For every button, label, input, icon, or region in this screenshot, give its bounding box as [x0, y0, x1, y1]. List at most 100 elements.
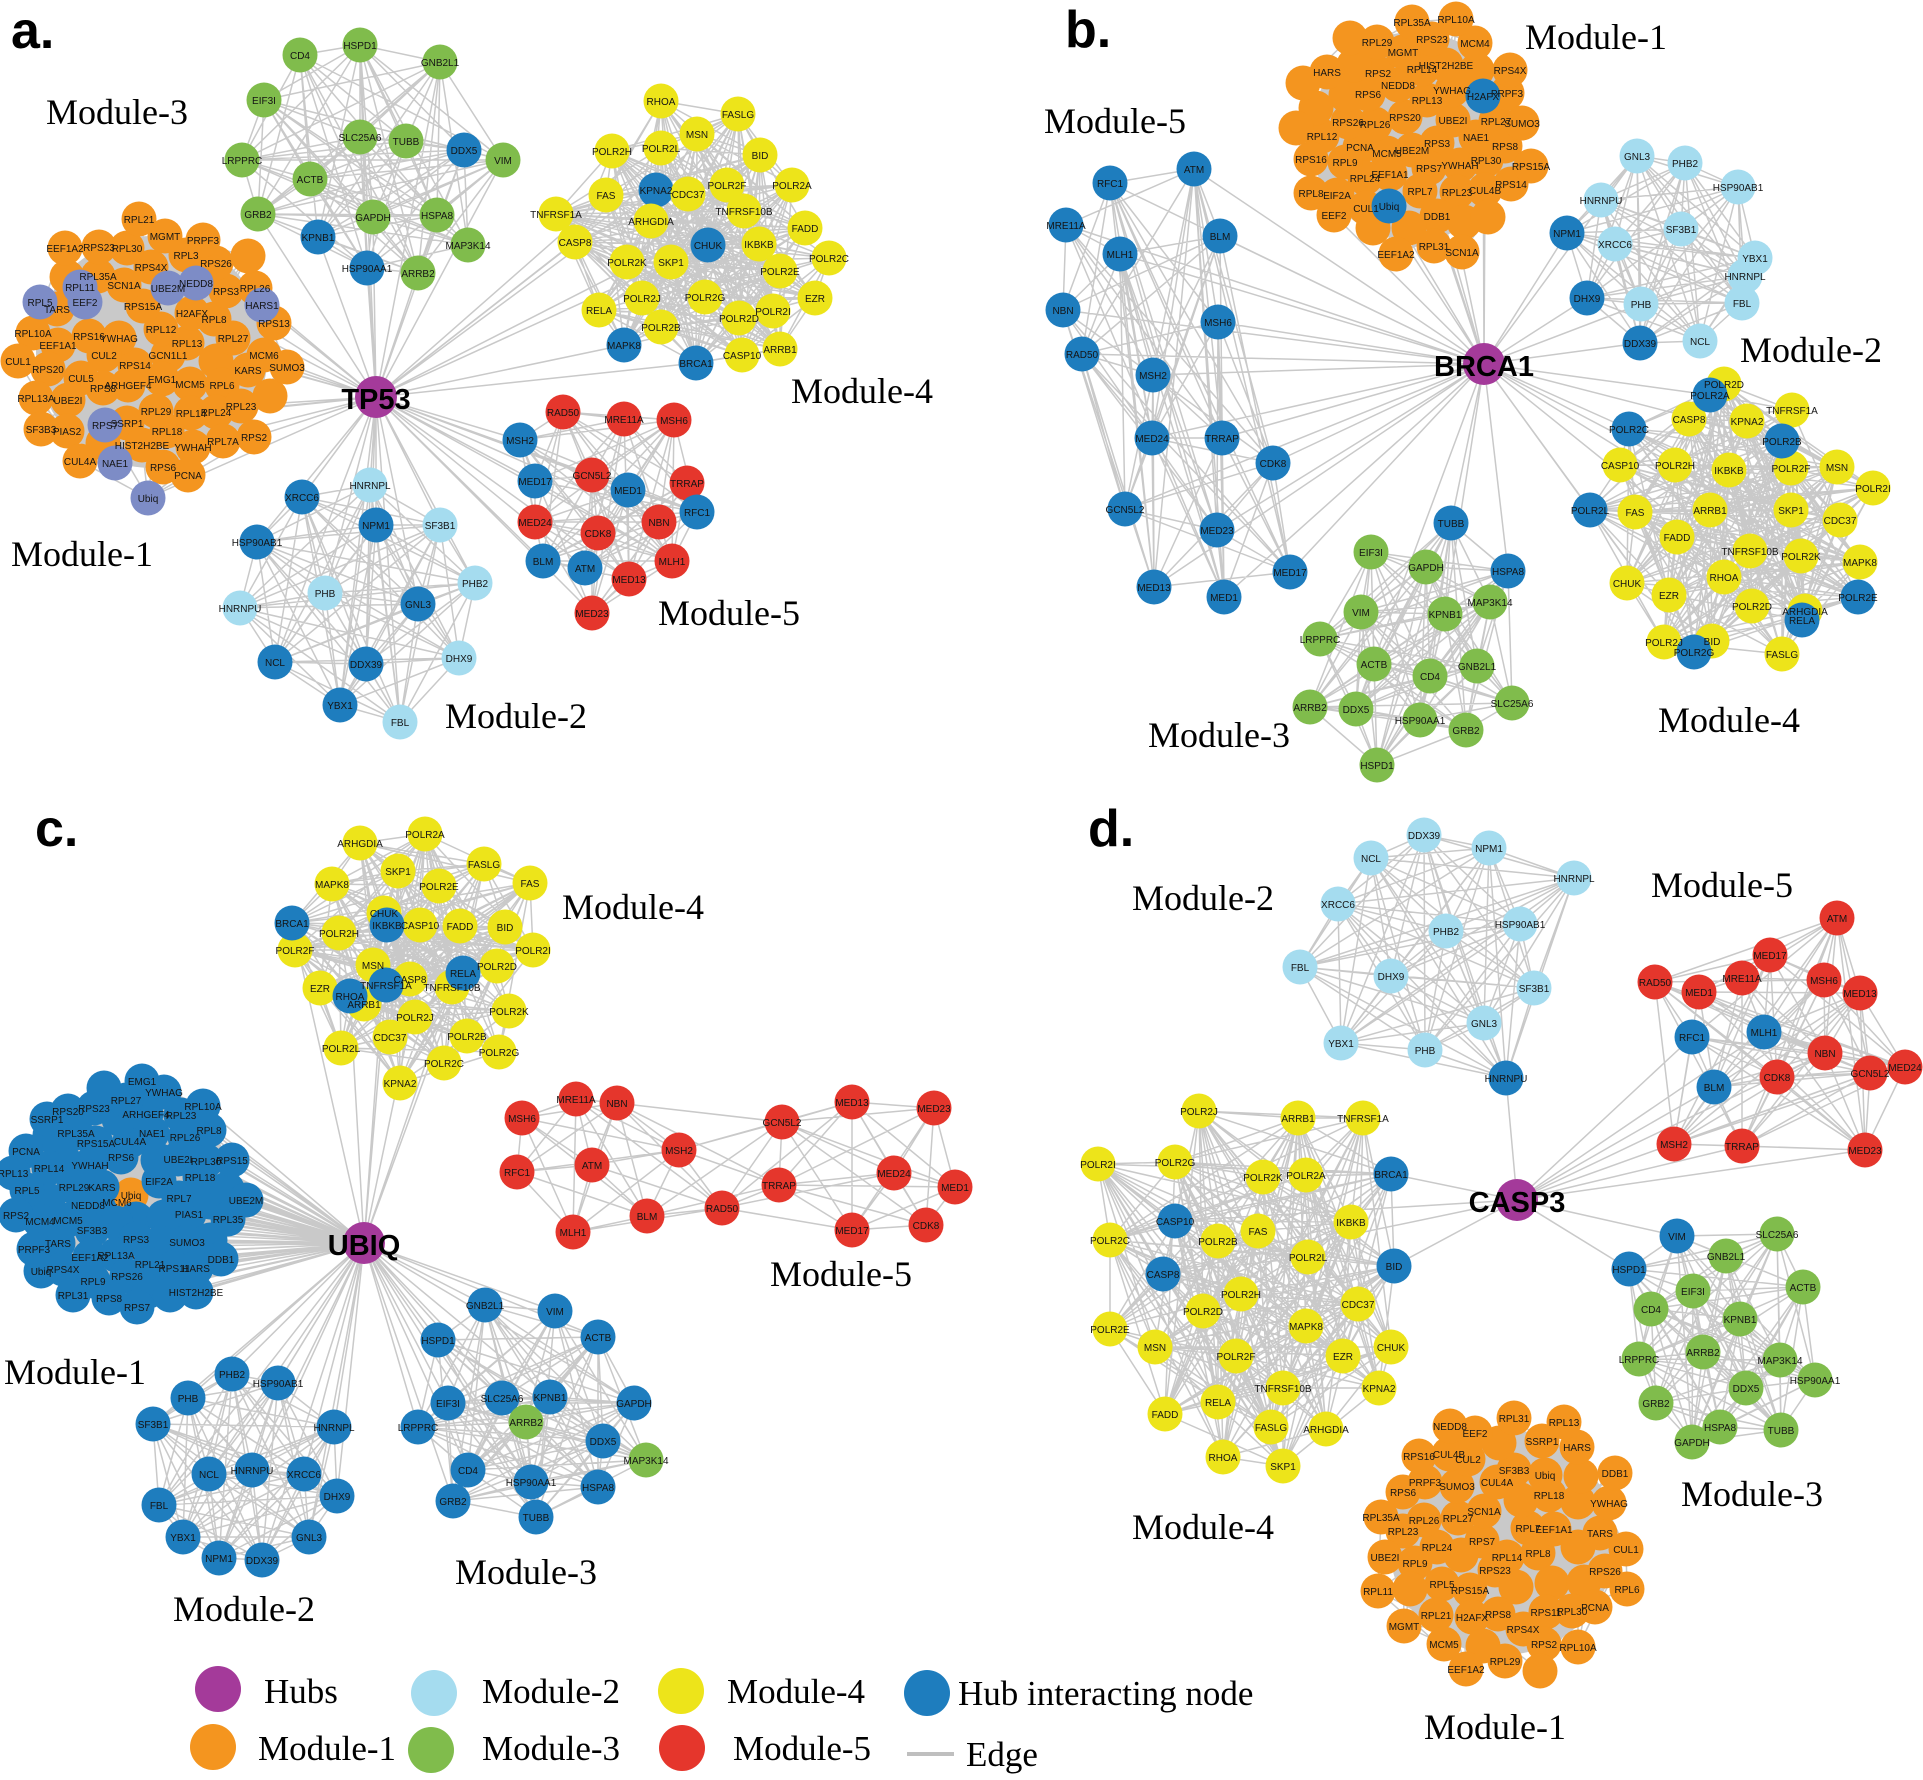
svg-text:MCM4: MCM4	[1460, 39, 1490, 50]
svg-text:MSH6: MSH6	[660, 416, 688, 427]
svg-text:BRCA1: BRCA1	[679, 359, 713, 370]
svg-text:RPL10A: RPL10A	[1437, 15, 1475, 26]
svg-text:MLH1: MLH1	[1751, 1028, 1778, 1039]
svg-text:RPS26: RPS26	[1332, 118, 1364, 129]
svg-text:RPS8: RPS8	[90, 384, 117, 395]
svg-text:GRB2: GRB2	[439, 1497, 467, 1508]
svg-text:DDX5: DDX5	[1343, 705, 1370, 716]
svg-text:RPS15A: RPS15A	[1451, 1586, 1490, 1597]
svg-text:ARRB2: ARRB2	[1686, 1348, 1720, 1359]
svg-text:ACTB: ACTB	[1790, 1283, 1817, 1294]
svg-text:ARRB1: ARRB1	[347, 1000, 381, 1011]
svg-text:RPL13: RPL13	[172, 339, 203, 350]
svg-text:HARS: HARS	[1563, 1443, 1591, 1454]
svg-text:HSP90AA1: HSP90AA1	[1395, 716, 1446, 727]
svg-text:RPS6: RPS6	[1355, 90, 1382, 101]
svg-text:PHB2: PHB2	[462, 579, 489, 590]
svg-text:MGMT: MGMT	[150, 232, 181, 243]
svg-text:BID: BID	[1386, 1262, 1403, 1273]
svg-text:RELA: RELA	[450, 969, 476, 980]
svg-text:Hub interacting node: Hub interacting node	[958, 1674, 1253, 1713]
svg-text:MED24: MED24	[518, 518, 552, 529]
svg-text:POLR2I: POLR2I	[515, 946, 551, 957]
svg-text:SUMO3: SUMO3	[1439, 1482, 1475, 1493]
svg-text:SKP1: SKP1	[1778, 506, 1804, 517]
svg-text:SF3B3: SF3B3	[26, 425, 57, 436]
svg-text:RPL14: RPL14	[176, 409, 207, 420]
svg-text:BID: BID	[1704, 637, 1721, 648]
svg-text:RPL35: RPL35	[213, 1215, 244, 1226]
svg-text:MED1: MED1	[1210, 593, 1238, 604]
svg-text:FADD: FADD	[792, 224, 819, 235]
svg-text:HSPA8: HSPA8	[1492, 567, 1524, 578]
svg-text:TNFRSF10B: TNFRSF10B	[1721, 547, 1779, 558]
svg-text:RPL10A: RPL10A	[184, 1102, 222, 1113]
svg-text:MSH6: MSH6	[508, 1114, 536, 1125]
svg-text:UBE2I: UBE2I	[1439, 116, 1468, 127]
svg-text:NCL: NCL	[199, 1470, 219, 1481]
svg-text:ARRB2: ARRB2	[401, 269, 435, 280]
svg-text:FAS: FAS	[1249, 1227, 1268, 1238]
svg-text:MED1: MED1	[614, 486, 642, 497]
svg-text:MCM5: MCM5	[53, 1216, 83, 1227]
svg-text:RPL23: RPL23	[1442, 188, 1473, 199]
svg-text:MED24: MED24	[877, 1169, 911, 1180]
svg-text:CUL1: CUL1	[1613, 1545, 1639, 1556]
svg-text:FASLG: FASLG	[1255, 1423, 1287, 1434]
svg-text:RAD50: RAD50	[1639, 978, 1672, 989]
svg-text:HSPA8: HSPA8	[582, 1483, 614, 1494]
svg-text:RHOA: RHOA	[336, 992, 365, 1003]
svg-text:RPS3: RPS3	[213, 287, 240, 298]
svg-text:Module-2: Module-2	[445, 696, 587, 736]
svg-text:CD4: CD4	[1641, 1305, 1661, 1316]
svg-text:a.: a.	[11, 2, 54, 60]
svg-text:RPL5: RPL5	[1429, 1580, 1454, 1591]
svg-text:FBL: FBL	[150, 1501, 169, 1512]
svg-text:RPS7: RPS7	[1416, 164, 1443, 175]
svg-text:RPS4X: RPS4X	[47, 1265, 80, 1276]
svg-text:SCN1A: SCN1A	[1467, 1507, 1501, 1518]
svg-text:XRCC6: XRCC6	[1321, 900, 1355, 911]
svg-text:YBX1: YBX1	[1742, 254, 1768, 265]
svg-text:MED23: MED23	[1848, 1146, 1882, 1157]
svg-text:RPS26: RPS26	[1589, 1567, 1621, 1578]
svg-text:MSH2: MSH2	[506, 436, 534, 447]
svg-text:GCN1L1: GCN1L1	[149, 351, 188, 362]
svg-text:ARHGDIA: ARHGDIA	[628, 217, 674, 228]
svg-text:DDX39: DDX39	[1624, 339, 1657, 350]
svg-text:EMG1: EMG1	[128, 1077, 157, 1088]
svg-text:PHB2: PHB2	[219, 1370, 246, 1381]
svg-text:SCN1A: SCN1A	[1445, 248, 1479, 259]
svg-text:MSN: MSN	[1144, 1343, 1166, 1354]
svg-text:NEDD8: NEDD8	[179, 279, 213, 290]
svg-text:POLR2J: POLR2J	[1645, 638, 1683, 649]
svg-text:ARHGDIA: ARHGDIA	[1782, 607, 1828, 618]
svg-text:POLR2L: POLR2L	[1289, 1253, 1328, 1264]
svg-text:POLR2A: POLR2A	[772, 181, 812, 192]
svg-text:MED17: MED17	[835, 1226, 869, 1237]
svg-text:UBE2M: UBE2M	[229, 1196, 263, 1207]
svg-text:RPL18: RPL18	[152, 427, 183, 438]
svg-text:RPS14: RPS14	[119, 361, 151, 372]
svg-text:MED24: MED24	[1135, 434, 1169, 445]
svg-text:POLR2D: POLR2D	[1732, 602, 1772, 613]
svg-text:DDB1: DDB1	[1424, 212, 1451, 223]
svg-text:RPL23: RPL23	[226, 402, 257, 413]
svg-text:CDC37: CDC37	[1342, 1300, 1375, 1311]
svg-text:RPL8: RPL8	[196, 1126, 221, 1137]
svg-text:RPS7: RPS7	[124, 1303, 151, 1314]
svg-text:TUBB: TUBB	[523, 1513, 550, 1524]
svg-text:HSPD1: HSPD1	[421, 1336, 455, 1347]
svg-text:RPL35A: RPL35A	[79, 272, 117, 283]
svg-text:POLR2B: POLR2B	[641, 323, 681, 334]
svg-text:GNB2L1: GNB2L1	[466, 1301, 505, 1312]
svg-text:PIAS2: PIAS2	[53, 427, 82, 438]
svg-text:DHX9: DHX9	[1574, 294, 1601, 305]
svg-text:RPS23: RPS23	[1416, 35, 1448, 46]
svg-text:MCM5: MCM5	[1372, 149, 1402, 160]
svg-text:HSPA8: HSPA8	[421, 211, 453, 222]
svg-text:RPL26: RPL26	[170, 1133, 201, 1144]
svg-text:RPS20: RPS20	[52, 1107, 84, 1118]
svg-text:SLC25A6: SLC25A6	[481, 1394, 524, 1405]
svg-text:LRPPRC: LRPPRC	[1300, 635, 1341, 646]
